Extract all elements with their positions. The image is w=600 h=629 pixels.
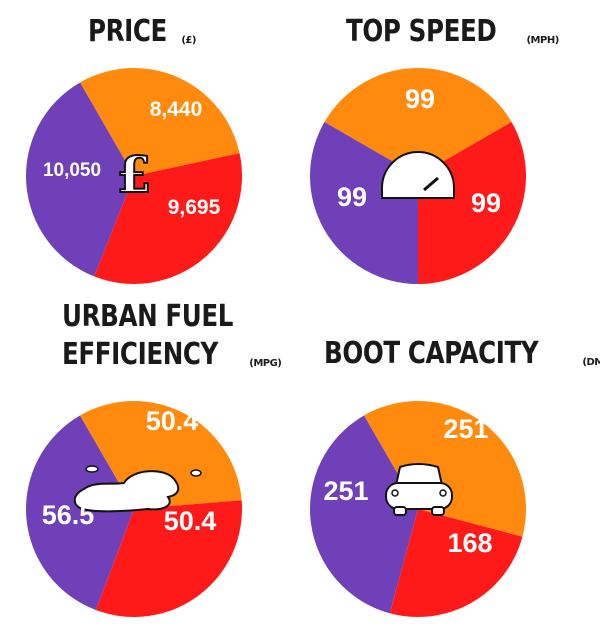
fuel-puddle-icon [73,465,202,513]
data-label: 251 [443,414,488,444]
boot-capacity-unit: (DM³) [582,357,600,368]
top-speed-unit: (MPH) [526,35,559,46]
pie-slice-red [94,153,242,284]
pie-slice-orange [80,68,240,176]
price-unit: (£) [181,35,196,46]
data-label: 99 [405,84,435,114]
pie-slice-orange [364,400,527,537]
pound-sign-icon: £ [116,144,153,205]
data-label: 56.5 [42,500,95,530]
price-title: PRICE (£) [88,14,196,49]
price-pie: £8,440 9,695 10,050 [26,68,242,284]
fuel-efficiency-unit: (MPG) [249,358,282,369]
pie-slice-red [95,500,242,617]
boot-capacity-title: BOOT CAPACITY (DM³) [324,336,600,371]
boot-capacity-pie: 251 168 251 [310,400,527,617]
car-icon [385,463,453,516]
data-label: 168 [447,528,492,558]
pie-slice-purple [26,82,134,277]
pie-slice-red [418,122,526,284]
data-label: 50.4 [146,406,199,436]
data-label: 99 [337,182,367,212]
fuel-efficiency-title: URBAN FUEL EFFICIENCY (MPG) [62,299,282,372]
pie-slice-orange [324,68,512,176]
pie-slice-purple [310,122,418,284]
top-speed-title: TOP SPEED (MPH) [346,14,559,49]
top-speed-pie: 99 99 99 [310,68,526,284]
pie-slice-red [389,509,523,617]
pie-slice-purple [26,415,135,611]
data-label: 9,695 [168,196,221,219]
svg-text:£: £ [117,145,152,204]
data-label: 99 [471,188,501,218]
data-label: 251 [323,476,368,506]
fuel-efficiency-pie: 50.4 50.4 56.5 [26,401,242,617]
pie-slice-orange [80,401,242,509]
data-label: 50.4 [164,506,217,536]
data-label: 10,050 [43,160,101,181]
pie-slice-purple [310,415,418,614]
speedometer-icon [381,151,455,199]
data-label: 8,440 [150,98,203,121]
